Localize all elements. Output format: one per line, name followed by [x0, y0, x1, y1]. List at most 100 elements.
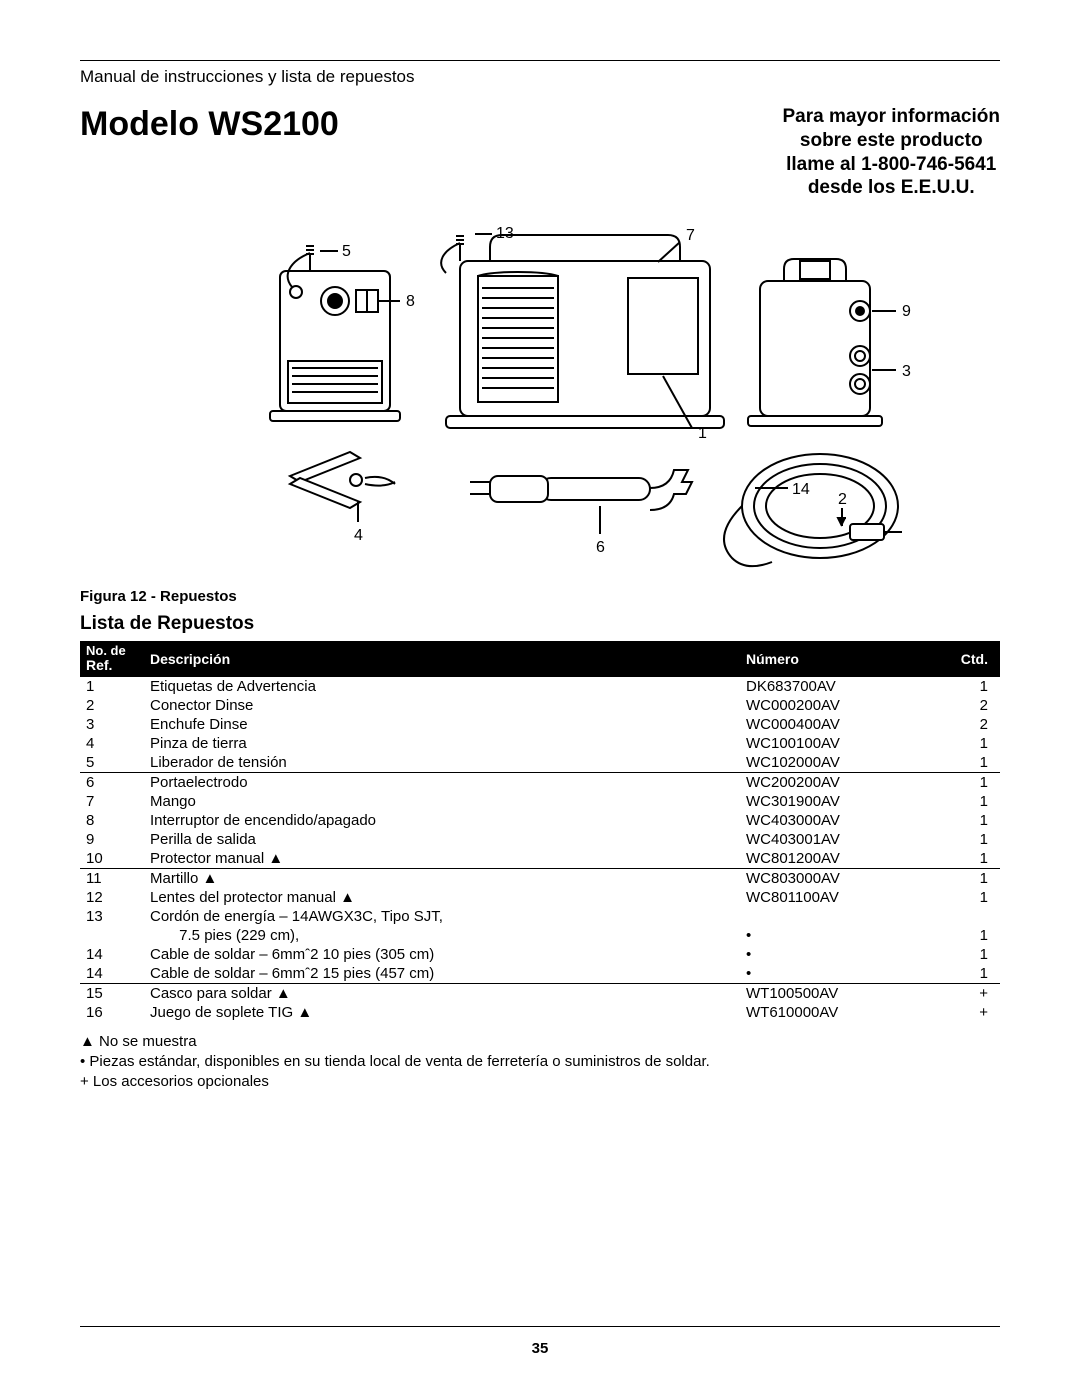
callout-2: 2 — [838, 491, 847, 508]
table-row: 11Martillo ▲WC803000AV1 — [80, 868, 1000, 888]
cell-ref: 13 — [80, 907, 144, 926]
cell-num: WT610000AV — [740, 1003, 922, 1022]
cell-num: WC403000AV — [740, 811, 922, 830]
cell-qty: 2 — [922, 696, 1000, 715]
col-qty: Ctd. — [922, 641, 1000, 677]
model-title: Modelo WS2100 — [80, 105, 339, 144]
cell-qty: + — [922, 983, 1000, 1003]
table-row: 13Cordón de energía – 14AWGX3C, Tipo SJT… — [80, 907, 1000, 926]
cell-ref: 16 — [80, 1003, 144, 1022]
callout-7: 7 — [686, 227, 695, 244]
col-num: Número — [740, 641, 922, 677]
callout-13: 13 — [496, 225, 514, 242]
info-line-3: llame al 1-800-746-5641 — [782, 153, 1000, 177]
cell-ref — [80, 926, 144, 945]
cell-num: WT100500AV — [740, 983, 922, 1003]
cell-ref: 10 — [80, 849, 144, 869]
cell-desc: Interruptor de encendido/apagado — [144, 811, 740, 830]
cell-desc: Portaelectrodo — [144, 772, 740, 792]
cell-qty: 1 — [922, 792, 1000, 811]
table-row: 16Juego de soplete TIG ▲WT610000AV+ — [80, 1003, 1000, 1022]
cell-num — [740, 907, 922, 926]
cell-ref: 3 — [80, 715, 144, 734]
cell-num: WC000200AV — [740, 696, 922, 715]
col-desc: Descripción — [144, 641, 740, 677]
parts-list-title: Lista de Repuestos — [80, 613, 1000, 635]
table-row: 12Lentes del protector manual ▲WC801100A… — [80, 888, 1000, 907]
cell-ref: 14 — [80, 964, 144, 984]
callout-9: 9 — [902, 303, 911, 320]
cell-num: • — [740, 945, 922, 964]
info-line-4: desde los E.E.U.U. — [782, 176, 1000, 200]
cell-ref: 11 — [80, 868, 144, 888]
cell-desc: Juego de soplete TIG ▲ — [144, 1003, 740, 1022]
cell-num: WC803000AV — [740, 868, 922, 888]
info-line-1: Para mayor información — [782, 105, 1000, 129]
cell-desc: Martillo ▲ — [144, 868, 740, 888]
cell-num: WC301900AV — [740, 792, 922, 811]
cell-desc: Cordón de energía – 14AWGX3C, Tipo SJT, — [144, 907, 740, 926]
cell-num: WC801100AV — [740, 888, 922, 907]
cell-qty: 1 — [922, 849, 1000, 869]
col-ref: No. de Ref. — [80, 641, 144, 677]
cell-qty: 1 — [922, 926, 1000, 945]
cell-num: WC200200AV — [740, 772, 922, 792]
cell-desc: Mango — [144, 792, 740, 811]
bottom-rule — [80, 1326, 1000, 1327]
page-number: 35 — [0, 1340, 1080, 1357]
callout-6: 6 — [596, 539, 605, 556]
cell-qty: 2 — [922, 715, 1000, 734]
cell-num: WC801200AV — [740, 849, 922, 869]
footnote-line: ▲ No se muestra — [80, 1032, 1000, 1052]
table-row: 6PortaelectrodoWC200200AV1 — [80, 772, 1000, 792]
cell-ref: 1 — [80, 677, 144, 696]
cell-ref: 6 — [80, 772, 144, 792]
cell-num: • — [740, 964, 922, 984]
col-ref-bottom: Ref. — [86, 657, 112, 673]
cell-desc: Casco para soldar ▲ — [144, 983, 740, 1003]
info-block: Para mayor información sobre este produc… — [782, 105, 1000, 200]
cell-num: WC000400AV — [740, 715, 922, 734]
info-line-2: sobre este producto — [782, 129, 1000, 153]
cell-desc: Conector Dinse — [144, 696, 740, 715]
table-row: 14Cable de soldar – 6mmˆ2 10 pies (305 c… — [80, 945, 1000, 964]
cell-ref: 8 — [80, 811, 144, 830]
cell-qty — [922, 907, 1000, 926]
cell-desc: Cable de soldar – 6mmˆ2 15 pies (457 cm) — [144, 964, 740, 984]
footnotes: ▲ No se muestra• Piezas estándar, dispon… — [80, 1032, 1000, 1093]
cell-qty: 1 — [922, 964, 1000, 984]
cell-desc: Pinza de tierra — [144, 734, 740, 753]
cell-qty: 1 — [922, 734, 1000, 753]
top-rule — [80, 60, 1000, 61]
cell-desc: Cable de soldar – 6mmˆ2 10 pies (305 cm) — [144, 945, 740, 964]
callout-4: 4 — [354, 527, 363, 544]
table-row: 1Etiquetas de AdvertenciaDK683700AV1 — [80, 677, 1000, 696]
table-row: 3Enchufe DinseWC000400AV2 — [80, 715, 1000, 734]
manual-header: Manual de instrucciones y lista de repue… — [80, 67, 1000, 87]
cell-qty: 1 — [922, 753, 1000, 773]
cell-qty: 1 — [922, 677, 1000, 696]
callout-1: 1 — [698, 425, 707, 442]
cell-ref: 2 — [80, 696, 144, 715]
cell-num: • — [740, 926, 922, 945]
cell-desc: Protector manual ▲ — [144, 849, 740, 869]
diagram-svg: 5 13 7 8 9 3 1 4 6 14 2 — [160, 206, 920, 576]
table-row: 5Liberador de tensiónWC102000AV1 — [80, 753, 1000, 773]
cell-ref: 12 — [80, 888, 144, 907]
parts-table: No. de Ref. Descripción Número Ctd. 1Eti… — [80, 641, 1000, 1022]
parts-table-body: 1Etiquetas de AdvertenciaDK683700AV12Con… — [80, 677, 1000, 1022]
cell-desc: Etiquetas de Advertencia — [144, 677, 740, 696]
callout-8: 8 — [406, 293, 415, 310]
cell-num: DK683700AV — [740, 677, 922, 696]
table-row: 7MangoWC301900AV1 — [80, 792, 1000, 811]
cell-ref: 9 — [80, 830, 144, 849]
table-row: 15Casco para soldar ▲WT100500AV+ — [80, 983, 1000, 1003]
cell-qty: 1 — [922, 888, 1000, 907]
table-row: 8Interruptor de encendido/apagadoWC40300… — [80, 811, 1000, 830]
cell-ref: 14 — [80, 945, 144, 964]
cell-ref: 7 — [80, 792, 144, 811]
cell-ref: 5 — [80, 753, 144, 773]
table-row: 4Pinza de tierraWC100100AV1 — [80, 734, 1000, 753]
cell-qty: + — [922, 1003, 1000, 1022]
table-row: 7.5 pies (229 cm),•1 — [80, 926, 1000, 945]
